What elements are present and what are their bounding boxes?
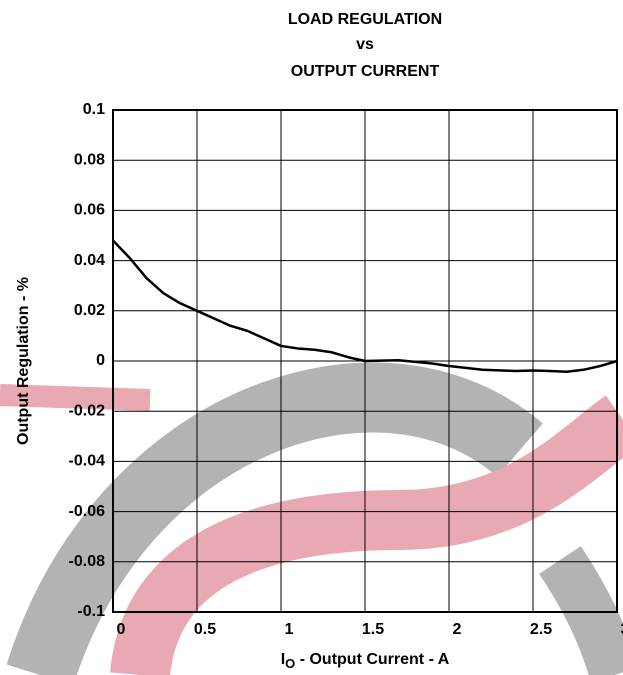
y-tick-label: 0.02 [74, 302, 105, 319]
x-label-text: - Output Current - A [295, 651, 449, 668]
chart-title: vs [356, 36, 374, 53]
watermark-swoosh [0, 384, 151, 411]
y-tick-label: 0.08 [74, 151, 105, 168]
x-tick-label: 0.5 [194, 621, 216, 638]
chart-title: LOAD REGULATION [288, 11, 442, 28]
y-tick-label: 0.04 [74, 252, 105, 269]
watermark-arc [539, 546, 623, 675]
y-tick-label: -0.04 [69, 453, 106, 470]
x-tick-label: 2.5 [530, 621, 552, 638]
y-tick-label: 0.1 [83, 101, 105, 118]
watermark-swoosh [110, 395, 623, 675]
x-tick-label: 3 [621, 621, 623, 638]
y-tick-label: -0.02 [69, 402, 106, 419]
y-tick-label: -0.1 [77, 603, 105, 620]
x-label-symbol: I [281, 651, 285, 668]
y-tick-label: -0.06 [69, 503, 106, 520]
x-tick-label: 0 [117, 621, 126, 638]
y-tick-label: -0.08 [69, 553, 106, 570]
x-tick-label: 2 [453, 621, 462, 638]
y-tick-label: 0 [96, 352, 105, 369]
chart-title: OUTPUT CURRENT [291, 63, 440, 80]
y-axis-label: Output Regulation - % [15, 277, 32, 445]
x-tick-label: 1.5 [362, 621, 384, 638]
y-tick-label: 0.06 [74, 202, 105, 219]
x-axis-label: IO - Output Current - A [281, 651, 450, 671]
data-line [112, 239, 618, 374]
x-tick-label: 1 [285, 621, 294, 638]
x-label-subscript: O [285, 656, 295, 671]
